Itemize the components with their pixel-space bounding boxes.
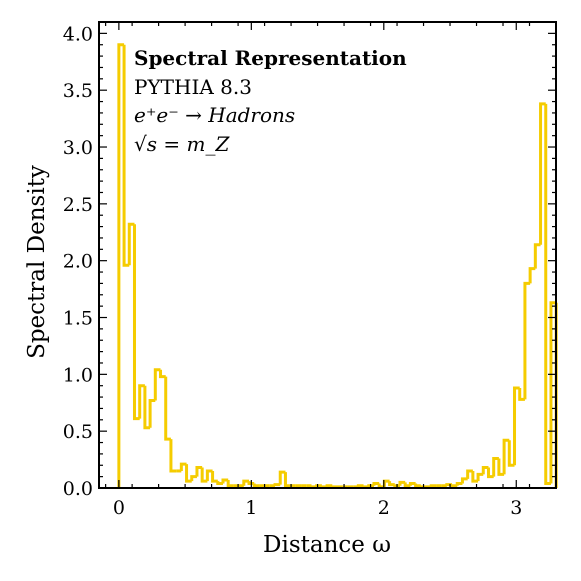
histogram-bin: [549, 301, 557, 484]
histogram-bin: [330, 485, 338, 489]
histogram-bin: [185, 464, 192, 483]
x-tick-label: 2: [378, 497, 390, 519]
histogram-bin: [497, 458, 505, 476]
y-tick-label: 2.5: [63, 194, 93, 216]
histogram-bin: [393, 484, 400, 488]
histogram-bin: [507, 440, 515, 467]
histogram-bin: [325, 484, 333, 488]
histogram-bin: [377, 483, 385, 489]
y-tick-label: 1.0: [63, 364, 93, 386]
histogram-bin: [216, 481, 223, 485]
histogram-bin: [190, 475, 197, 482]
histogram-bin: [476, 472, 484, 482]
annotation-process: e⁺e⁻ → Hadrons: [134, 103, 295, 127]
histogram-bin: [117, 43, 125, 488]
histogram-bin: [179, 462, 187, 471]
histogram-bin: [481, 466, 489, 475]
histogram-bin: [143, 385, 151, 430]
histogram-bin: [419, 485, 427, 489]
histogram-bin: [539, 102, 546, 245]
histogram-bin: [127, 222, 135, 266]
histogram-bin: [205, 469, 213, 482]
histogram-bin: [315, 484, 322, 488]
histogram-bin: [528, 267, 536, 284]
histogram-bin: [523, 281, 531, 400]
y-tick-label: 2.0: [63, 251, 93, 273]
histogram-bin: [247, 481, 255, 485]
histogram-bin: [252, 483, 260, 488]
histogram-bin: [408, 481, 416, 486]
histogram-bin: [148, 398, 156, 428]
annotation-title: Spectral Representation: [134, 46, 407, 70]
histogram-bin: [398, 480, 406, 486]
x-tick-label: 0: [113, 497, 125, 519]
histogram-bin: [309, 485, 317, 489]
histogram-bin: [283, 472, 291, 488]
histogram-bin: [466, 469, 473, 479]
y-axis-title: Spectral Density: [24, 165, 50, 359]
histogram-bin: [242, 479, 250, 486]
histogram-bin: [221, 478, 229, 484]
histogram-bin: [153, 368, 161, 401]
plot-frame: [98, 21, 557, 489]
histogram-bin: [372, 481, 380, 486]
x-axis-title: Distance ω: [263, 532, 391, 558]
histogram-bin: [486, 467, 494, 479]
histogram-bin: [159, 369, 166, 379]
histogram-bin: [278, 470, 286, 485]
x-tick-label: 3: [510, 497, 522, 519]
histogram-bin: [471, 470, 479, 483]
histogram-bin: [132, 224, 140, 421]
histogram-bin: [513, 386, 520, 466]
histogram-bin: [362, 485, 369, 489]
y-tick-label: 0.5: [63, 421, 93, 443]
histogram-bin: [414, 483, 421, 488]
y-tick-label: 0.0: [63, 478, 93, 500]
histogram-bin: [533, 243, 541, 269]
y-tick-label: 4.0: [63, 23, 93, 45]
y-tick-label: 3.0: [63, 137, 93, 159]
x-tick-label: 1: [245, 497, 257, 519]
histogram-bin: [388, 481, 395, 487]
histogram-bin: [492, 456, 499, 477]
histogram-bin: [226, 480, 234, 488]
annotation-box: Spectral Representation PYTHIA 8.3 e⁺e⁻ …: [134, 46, 407, 156]
histogram-bin: [403, 482, 411, 488]
histogram-bin: [169, 439, 177, 473]
histogram-bin: [356, 484, 364, 488]
histogram-bin: [450, 484, 458, 488]
annotation-energy: √s = m_Z: [134, 132, 230, 156]
histogram-bin: [195, 466, 203, 477]
histogram-bin: [138, 384, 145, 419]
histogram-bin: [320, 485, 328, 489]
histogram-bin: [122, 44, 130, 267]
histogram-bin: [164, 376, 171, 441]
histogram-bin: [455, 481, 463, 486]
histogram-bin: [273, 483, 281, 487]
annotation-generator: PYTHIA 8.3: [134, 75, 252, 99]
y-tick-label: 3.5: [63, 80, 93, 102]
histogram-bin: [502, 438, 510, 475]
histogram-bin: [518, 387, 525, 401]
histogram-bin: [367, 484, 374, 488]
y-tick-label: 1.5: [63, 308, 93, 330]
histogram-bin: [429, 484, 437, 488]
histogram-bin: [211, 470, 218, 483]
histogram-bin: [200, 467, 208, 483]
histogram-bin: [544, 103, 551, 485]
histogram-bin: [460, 477, 468, 484]
